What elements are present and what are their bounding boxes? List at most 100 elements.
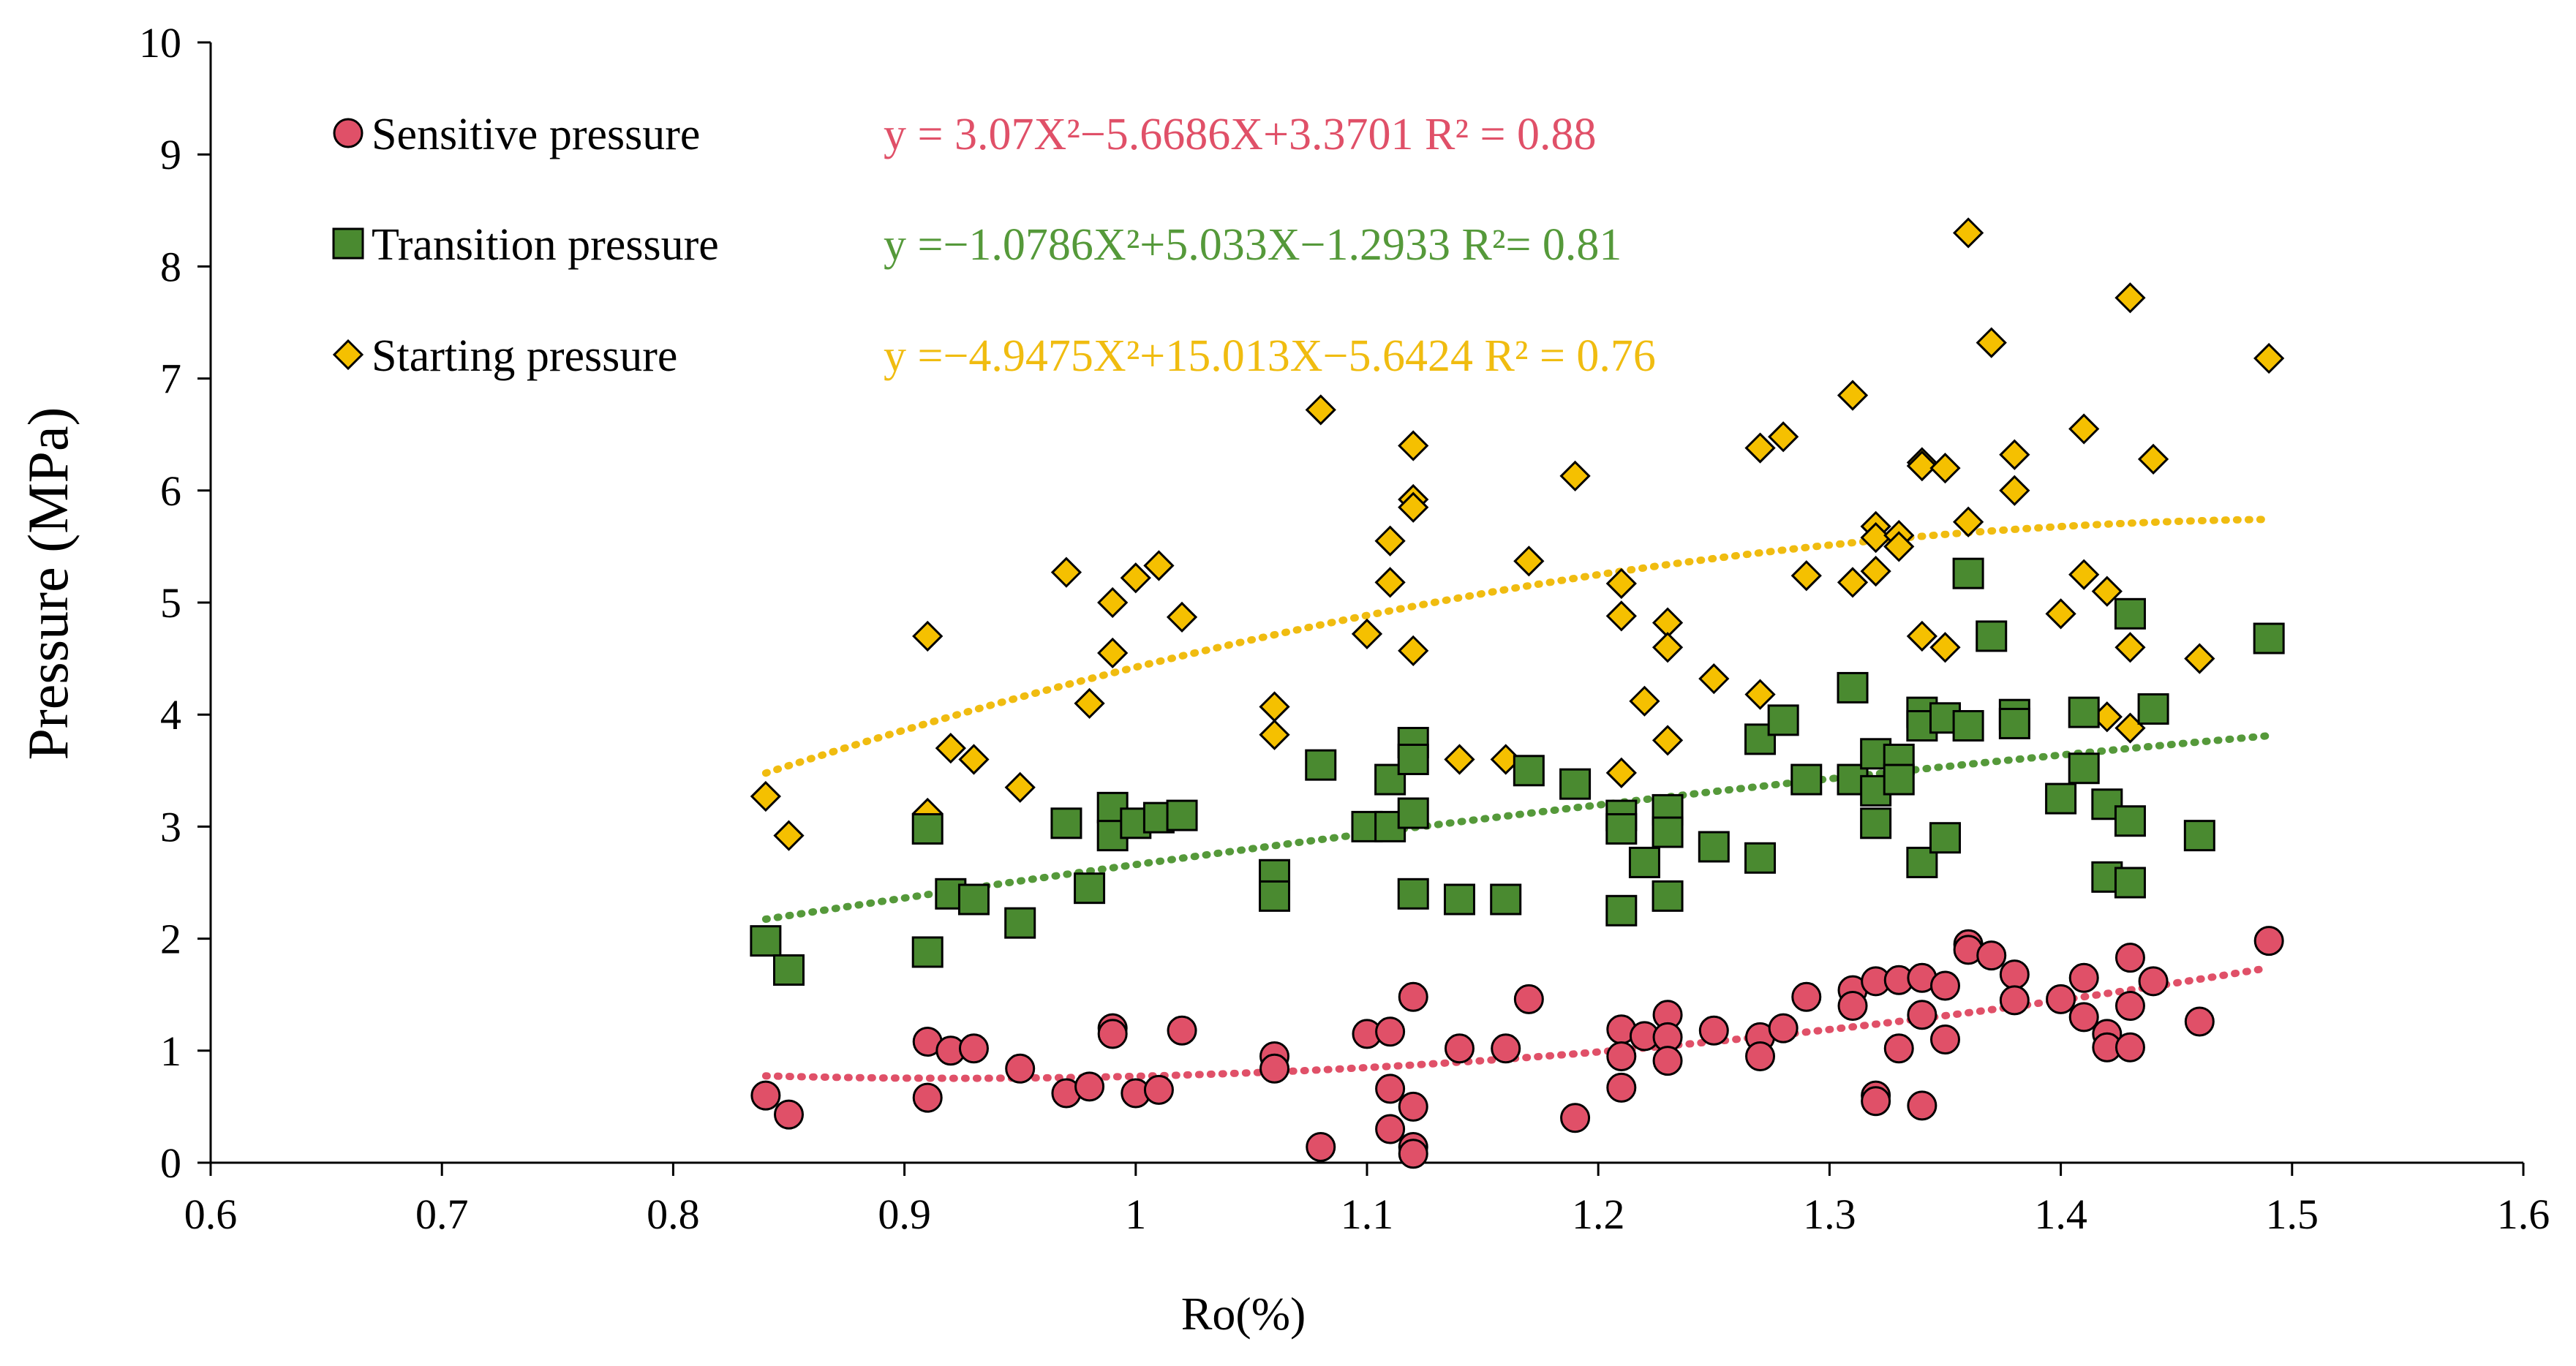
point-square [2137,693,2169,725]
point-square [1004,907,1036,939]
point-square [1652,880,1684,912]
point-square [911,936,944,968]
legend-label-2: Transition pressure [372,220,719,270]
point-diamond [1952,217,1984,249]
point-circle [1259,1053,1290,1084]
point-diamond [1976,327,2007,358]
point-circle [912,1082,943,1113]
point-square [1883,763,1915,796]
point-circle [1167,1015,1197,1046]
point-square [1837,671,1869,703]
point-square [2114,805,2146,837]
point-diamond [1768,421,1799,453]
x-tick-label: 1 [1125,1190,1146,1238]
point-circle [1513,984,1544,1014]
point-square [1397,743,1429,775]
point-circle [1398,1139,1428,1169]
point-diamond [1860,522,1891,554]
legend-label-1: Sensitive pressure [372,110,700,159]
point-diamond [2091,576,2123,607]
point-diamond [1398,491,1429,523]
point-circle [1097,1019,1128,1049]
point-circle [1907,1000,1937,1030]
point-diamond [1906,450,1938,482]
point-square [1744,842,1777,874]
x-tick-label: 1.6 [2497,1190,2550,1238]
y-tick-label: 1 [160,1027,181,1075]
trendline-1 [761,964,2273,1082]
y-tick-label: 8 [160,243,181,290]
point-diamond [1259,691,1290,722]
point-circle [1768,1013,1799,1044]
point-square [1605,894,1638,927]
point-diamond [750,780,782,812]
point-diamond [1883,531,1915,562]
point-diamond [1351,618,1383,650]
point-square [1952,710,1984,742]
point-circle [2184,1006,2215,1037]
point-circle [2253,926,2284,956]
x-tick-label: 1.3 [1803,1190,1856,1238]
point-circle [1652,1046,1683,1076]
point-diamond [1652,725,1684,756]
x-tick-label: 0.8 [647,1190,700,1238]
trend-equation-1: y = 3.07X²−5.6686X+3.3701 R² = 0.88 [884,110,1596,159]
y-axis-label: Pressure (MPa) [16,407,80,760]
legend-marker-3 [332,339,364,371]
point-diamond [1929,632,1961,663]
point-square [1976,620,2008,652]
point-square [1305,749,1337,781]
point-square [1259,880,1291,912]
trendline-3 [761,516,2273,777]
legend-label-3: Starting pressure [372,331,677,381]
point-square [1443,883,1475,916]
point-diamond [1605,567,1637,600]
point-circle [2046,984,2076,1014]
point-diamond [1374,567,1406,598]
point-circle [1306,1132,1336,1163]
y-tick-label: 0 [160,1139,181,1187]
point-square [1952,557,1984,589]
y-tick-label: 5 [160,579,181,627]
y-tick-label: 6 [160,467,181,515]
point-diamond [1744,432,1776,464]
point-diamond [1444,744,1475,775]
point-diamond [1097,637,1129,669]
legend-marker-2 [332,227,364,260]
point-diamond [1074,687,1105,720]
point-circle [2114,1032,2145,1063]
point-circle [2114,991,2145,1022]
x-tick-label: 1.1 [1341,1190,1394,1238]
point-circle [2068,1002,2099,1033]
x-tick-label: 0.6 [184,1190,238,1238]
point-circle [1143,1074,1174,1105]
point-diamond [1652,632,1684,663]
x-tick-label: 1.2 [1572,1190,1625,1238]
point-diamond [1698,663,1730,695]
point-circle [1491,1033,1521,1064]
point-diamond [1790,560,1822,592]
x-tick-label: 0.7 [415,1190,469,1238]
point-circle [1907,1090,1937,1121]
point-diamond [2045,598,2076,630]
point-diamond [1860,555,1891,587]
trendline-2 [761,732,2273,923]
y-tick-label: 9 [160,131,181,178]
point-circle [1861,1086,1891,1117]
point-square [2183,820,2215,852]
point-diamond [1837,567,1869,598]
point-diamond [1490,744,1521,775]
point-diamond [1305,394,1336,426]
point-diamond [773,820,805,851]
point-square [1698,831,1730,863]
point-circle [1398,981,1428,1012]
point-diamond [1999,439,2030,470]
point-square [1767,704,1799,736]
point-diamond [1906,620,1938,652]
point-square [911,812,944,845]
point-circle [1005,1053,1036,1084]
point-circle [2138,966,2169,997]
point-circle [1999,959,2030,990]
point-circle [958,1033,989,1064]
